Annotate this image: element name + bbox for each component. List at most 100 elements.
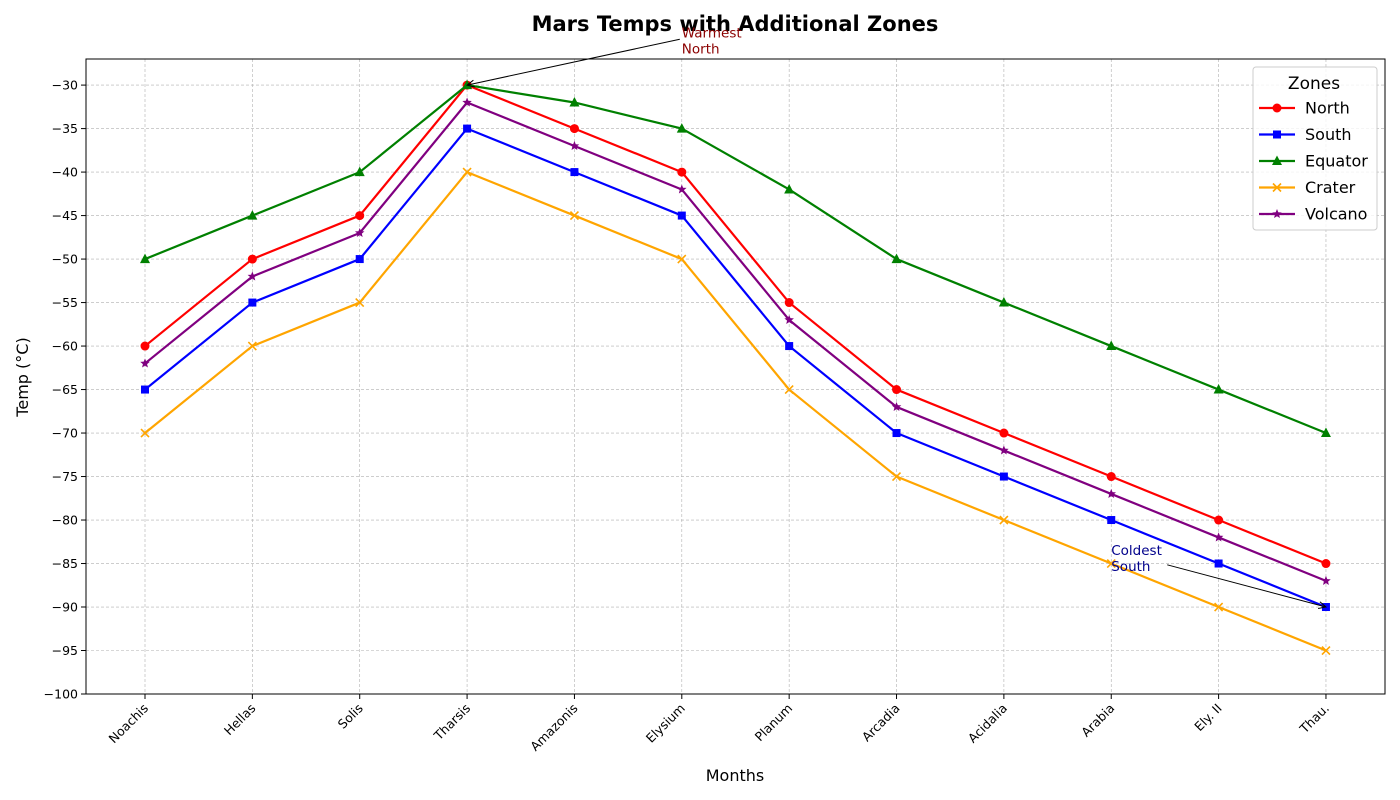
data-point: [355, 211, 365, 221]
annotation-text: Coldest South: [1111, 543, 1162, 575]
x-tick-label: Elysium: [643, 701, 688, 746]
series-line: [144, 83, 1327, 435]
x-tick-label: Solis: [335, 701, 366, 732]
data-point: [891, 253, 902, 264]
data-point: [1321, 575, 1331, 585]
y-tick-label: −50: [52, 252, 78, 267]
y-tick-label: −75: [52, 469, 78, 484]
y-tick-label: −30: [52, 78, 78, 93]
data-point: [140, 253, 150, 264]
data-point: [998, 297, 1009, 307]
data-point: [999, 445, 1009, 455]
y-tick-label: −55: [52, 295, 78, 310]
legend-marker: [1272, 103, 1282, 113]
annotation-layer: Warmest North Coldest South: [465, 25, 1328, 610]
data-point: [247, 210, 258, 220]
data-point: [999, 515, 1009, 525]
data-point: [1213, 532, 1224, 542]
data-point: [462, 97, 472, 107]
series-crater: [140, 167, 1331, 656]
data-point: [569, 211, 580, 221]
series-south: [141, 124, 1330, 612]
series-line: [144, 83, 1327, 565]
data-point: [569, 124, 579, 134]
y-axis-title: Temp (°C): [13, 337, 32, 417]
plot-frame: [85, 58, 1386, 695]
y-tick-label: −100: [44, 687, 78, 702]
legend-marker: [1273, 130, 1281, 139]
data-point: [784, 384, 794, 395]
y-tick-label: −60: [52, 339, 78, 354]
data-point: [784, 183, 795, 194]
data-point: [140, 358, 150, 368]
series-layer: [140, 79, 1331, 656]
data-point: [462, 79, 473, 90]
data-point: [999, 428, 1009, 438]
data-point: [677, 211, 686, 220]
annotation-line: Coldest: [1111, 543, 1162, 559]
legend-item-north: North: [1259, 99, 1350, 118]
x-tick-label: Planum: [752, 701, 796, 745]
annotation-line: Warmest: [682, 25, 742, 41]
data-point: [1213, 384, 1224, 394]
data-point: [785, 342, 794, 351]
y-tick-label: −85: [52, 556, 78, 571]
data-point: [247, 271, 258, 281]
data-point: [784, 314, 794, 324]
data-point: [355, 297, 365, 308]
x-tick-label: Hellas: [221, 701, 259, 739]
data-point: [891, 401, 902, 411]
series-volcano: [140, 97, 1331, 585]
annotation-arrowhead: [1318, 601, 1328, 610]
legend: Zones North South Equator Crater Volcano: [1252, 66, 1378, 231]
data-point: [1106, 340, 1117, 351]
data-point: [140, 428, 150, 438]
data-point: [1320, 427, 1331, 438]
annotation-line: North: [682, 41, 720, 57]
chart-title: Mars Temps with Additional Zones: [532, 12, 939, 36]
data-point: [462, 167, 472, 177]
data-point: [1321, 645, 1331, 656]
grid-layer: [86, 59, 1385, 695]
x-tick-label: Amazonis: [527, 701, 580, 754]
annotation-text: Warmest North: [682, 25, 742, 57]
x-tick-label: Arabia: [1078, 701, 1117, 740]
legend-marker: [1272, 182, 1282, 193]
series-line: [144, 127, 1327, 609]
data-point: [677, 167, 687, 177]
x-tick-label: Noachis: [106, 701, 152, 747]
data-point: [784, 298, 794, 308]
legend-item-volcano: Volcano: [1259, 205, 1367, 224]
legend-marker: [1272, 155, 1282, 165]
data-point: [354, 166, 365, 177]
annotation: Coldest South: [1111, 543, 1328, 610]
x-tick-label: Acidalia: [965, 701, 1010, 746]
annotation-arrow: [466, 38, 680, 86]
y-tick-label: −90: [52, 600, 78, 615]
data-point: [141, 385, 149, 394]
y-tick-label: −80: [52, 513, 78, 528]
data-point: [247, 341, 257, 351]
data-point: [891, 471, 902, 482]
y-tick-label: −35: [52, 121, 78, 136]
legend-marker: [1272, 209, 1282, 219]
y-tick-label: −95: [52, 643, 78, 658]
x-axis-title: Months: [706, 766, 764, 785]
series-north: [140, 80, 1331, 569]
data-point: [999, 472, 1008, 481]
annotation: Warmest North: [465, 25, 742, 88]
data-point: [248, 298, 257, 307]
y-tick-label: −65: [52, 382, 78, 397]
data-point: [677, 254, 687, 264]
data-point: [1214, 559, 1223, 568]
series-equator: [140, 79, 1331, 438]
series-line: [144, 170, 1327, 652]
annotation-arrowhead: [465, 79, 475, 88]
y-tick-label: −70: [52, 426, 78, 441]
y-axis: −30 −35 −40 −45 −50 −55 −60 −65 −70 −75 −80 −85 −90 −…: [44, 78, 86, 702]
data-point: [1321, 559, 1331, 569]
data-point: [569, 96, 580, 107]
x-tick-label: Tharsis: [430, 701, 473, 744]
data-point: [355, 255, 364, 264]
